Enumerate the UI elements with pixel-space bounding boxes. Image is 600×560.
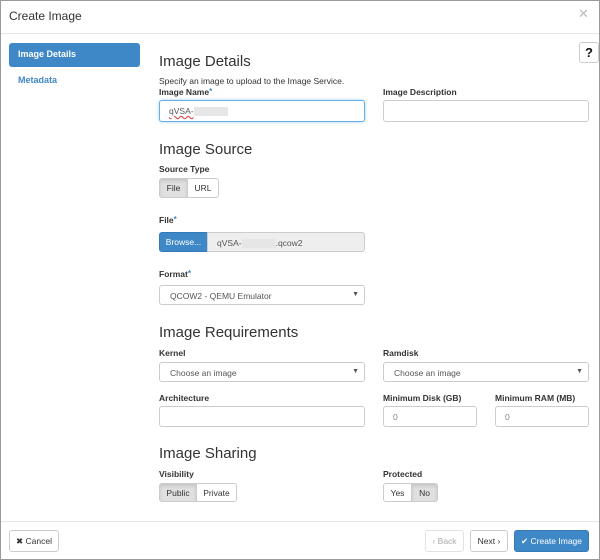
next-button[interactable]: Next › bbox=[470, 530, 508, 552]
source-type-url[interactable]: URL bbox=[187, 178, 219, 198]
back-button[interactable]: ‹ Back bbox=[425, 530, 464, 552]
times-icon: ✖ bbox=[16, 536, 24, 546]
protected-label: Protected bbox=[383, 469, 423, 479]
image-name-input[interactable]: qVSA- bbox=[159, 100, 365, 122]
format-label: Format* bbox=[159, 269, 191, 279]
architecture-input[interactable] bbox=[159, 406, 365, 427]
source-type-file[interactable]: File bbox=[159, 178, 188, 198]
modal-title: Create Image bbox=[9, 9, 82, 23]
section-heading: Image Requirements bbox=[159, 324, 299, 341]
kernel-select[interactable]: Choose an image ▼ bbox=[159, 362, 365, 382]
ramdisk-select[interactable]: Choose an image ▼ bbox=[383, 362, 589, 382]
kernel-label: Kernel bbox=[159, 348, 186, 358]
sidebar-item-metadata[interactable]: Metadata bbox=[18, 75, 58, 85]
section-heading: Image Details bbox=[159, 53, 251, 70]
file-label: File* bbox=[159, 215, 177, 225]
min-disk-label: Minimum Disk (GB) bbox=[383, 393, 462, 403]
sidebar-item-image-details[interactable]: Image Details bbox=[9, 43, 140, 67]
format-select[interactable]: QCOW2 - QEMU Emulator ▼ bbox=[159, 285, 365, 305]
chevron-right-icon: › bbox=[497, 536, 501, 546]
check-icon: ✔ bbox=[521, 536, 529, 546]
min-ram-input[interactable]: 0 bbox=[495, 406, 589, 427]
min-ram-label: Minimum RAM (MB) bbox=[495, 393, 576, 403]
divider bbox=[1, 33, 599, 34]
min-disk-input[interactable]: 0 bbox=[383, 406, 477, 427]
create-image-button[interactable]: ✔ Create Image bbox=[514, 530, 589, 552]
ramdisk-label: Ramdisk bbox=[383, 348, 419, 358]
caret-down-icon: ▼ bbox=[576, 368, 583, 375]
section-description: Specify an image to upload to the Image … bbox=[159, 76, 345, 86]
section-heading: Image Sharing bbox=[159, 445, 257, 462]
visibility-public[interactable]: Public bbox=[159, 483, 197, 502]
visibility-label: Visibility bbox=[159, 469, 194, 479]
source-type-label: Source Type bbox=[159, 164, 210, 174]
chevron-left-icon: ‹ bbox=[432, 536, 436, 546]
footer-divider bbox=[1, 521, 599, 522]
file-path-field: qVSA- .qcow2 bbox=[207, 232, 365, 252]
architecture-label: Architecture bbox=[159, 393, 210, 403]
protected-yes[interactable]: Yes bbox=[383, 483, 412, 502]
help-button[interactable]: ? bbox=[579, 42, 599, 63]
browse-button[interactable]: Browse... bbox=[159, 232, 208, 252]
cancel-button[interactable]: ✖ Cancel bbox=[9, 530, 59, 552]
close-icon[interactable]: ✕ bbox=[578, 6, 589, 21]
image-name-label: Image Name* bbox=[159, 87, 213, 97]
visibility-private[interactable]: Private bbox=[196, 483, 237, 502]
image-description-label: Image Description bbox=[383, 87, 457, 97]
image-description-input[interactable] bbox=[383, 100, 589, 122]
protected-no[interactable]: No bbox=[411, 483, 438, 502]
caret-down-icon: ▼ bbox=[352, 291, 359, 298]
caret-down-icon: ▼ bbox=[352, 368, 359, 375]
section-heading: Image Source bbox=[159, 141, 253, 158]
